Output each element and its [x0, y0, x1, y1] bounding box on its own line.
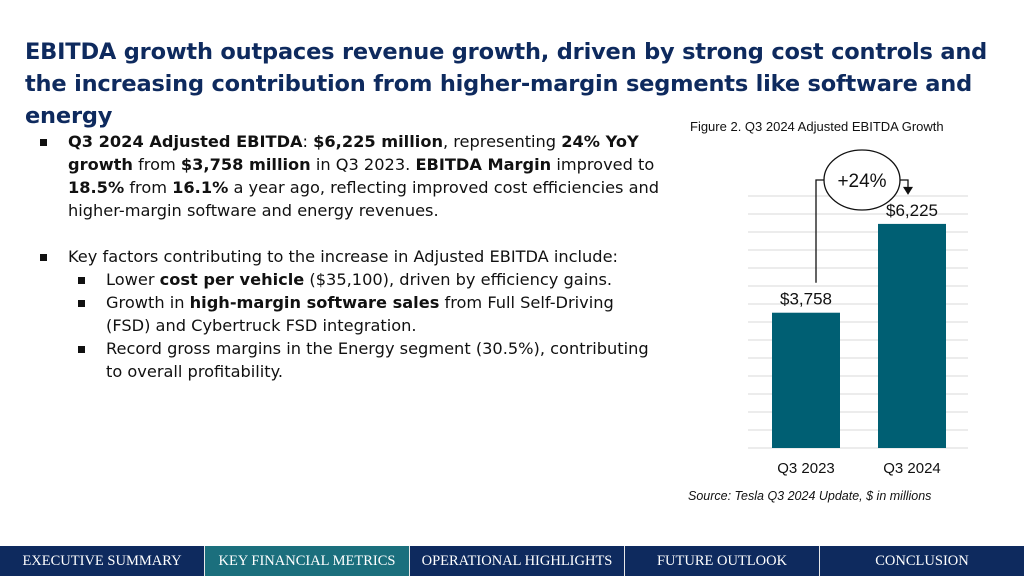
- text: Record gross margins in the Energy segme…: [106, 339, 649, 381]
- value-label: $3,758: [780, 290, 832, 309]
- category-label: Q3 2024: [883, 460, 941, 477]
- text: from: [132, 155, 181, 174]
- growth-connector-right: [900, 179, 909, 188]
- nav-tab-future-outlook[interactable]: FUTURE OUTLOOK: [625, 546, 820, 576]
- growth-label: +24%: [837, 171, 886, 192]
- text: Lower: [106, 270, 160, 289]
- bold-text: high-margin software sales: [189, 293, 440, 312]
- ebitda-bar-chart: +24% $3,758 Q3 2023 $6,225 Q3 2024: [748, 149, 968, 477]
- value-label: $6,225: [886, 201, 938, 220]
- section-nav: EXECUTIVE SUMMARY KEY FINANCIAL METRICS OP…: [0, 546, 1024, 576]
- chart-labels: $3,758 Q3 2023 $6,225 Q3 2024: [777, 201, 941, 477]
- chart-bars: [772, 223, 946, 448]
- sub-bullet-software-sales: Growth in high-margin software sales fro…: [40, 291, 660, 337]
- nav-tab-executive-summary[interactable]: EXECUTIVE SUMMARY: [0, 546, 205, 576]
- text: Key factors contributing to the increase…: [68, 247, 618, 266]
- sub-bullet-cost-per-vehicle: Lower cost per vehicle ($35,100), driven…: [40, 268, 660, 291]
- text: from Full Self-Driving (FSD) and Cybertr…: [106, 293, 614, 335]
- nav-tab-key-financial-metrics[interactable]: KEY FINANCIAL METRICS: [205, 546, 410, 576]
- bold-text: 18.5%: [68, 178, 125, 197]
- bold-text: 16.1%: [172, 178, 229, 197]
- sub-bullet-energy-margins: Record gross margins in the Energy segme…: [40, 337, 660, 383]
- bar-q3-2024: [878, 223, 946, 448]
- text: , representing: [442, 132, 562, 151]
- bold-text: cost per vehicle: [159, 270, 305, 289]
- bold-text: $6,225 million: [313, 132, 443, 151]
- bullet-ebitda-summary: Q3 2024 Adjusted EBITDA: $6,225 million,…: [40, 130, 660, 222]
- nav-tab-operational-highlights[interactable]: OPERATIONAL HIGHLIGHTS: [410, 546, 625, 576]
- bullet-key-factors: Key factors contributing to the increase…: [40, 245, 660, 268]
- growth-connector-left: [815, 179, 824, 283]
- bold-text: EBITDA Margin: [415, 155, 552, 174]
- growth-callout: +24%: [815, 149, 913, 283]
- nav-tab-conclusion[interactable]: CONCLUSION: [875, 553, 969, 569]
- text: :: [302, 132, 314, 151]
- growth-circle: [823, 149, 901, 211]
- slide-title: EBITDA growth outpaces revenue growth, d…: [25, 39, 988, 129]
- figure-caption: Figure 2. Q3 2024 Adjusted EBITDA Growth: [690, 119, 944, 134]
- category-label: Q3 2023: [777, 460, 835, 477]
- text: improved to: [551, 155, 655, 174]
- text: from: [124, 178, 173, 197]
- text: ($35,100), driven by efficiency gains.: [304, 270, 613, 289]
- text: in Q3 2023.: [310, 155, 416, 174]
- text: a year ago, reflecting improved cost eff…: [68, 178, 660, 220]
- bold-text: Q3 2024 Adjusted EBITDA: [68, 132, 303, 151]
- growth-arrowhead: [903, 186, 913, 195]
- text: Growth in: [106, 293, 190, 312]
- bullet-list: Q3 2024 Adjusted EBITDA: $6,225 million,…: [40, 130, 660, 383]
- bold-text: $3,758 million: [180, 155, 311, 174]
- figure-source: Source: Tesla Q3 2024 Update, $ in milli…: [688, 489, 932, 503]
- bold-text: 24% YoY growth: [68, 132, 639, 174]
- bar-q3-2023: [772, 312, 840, 448]
